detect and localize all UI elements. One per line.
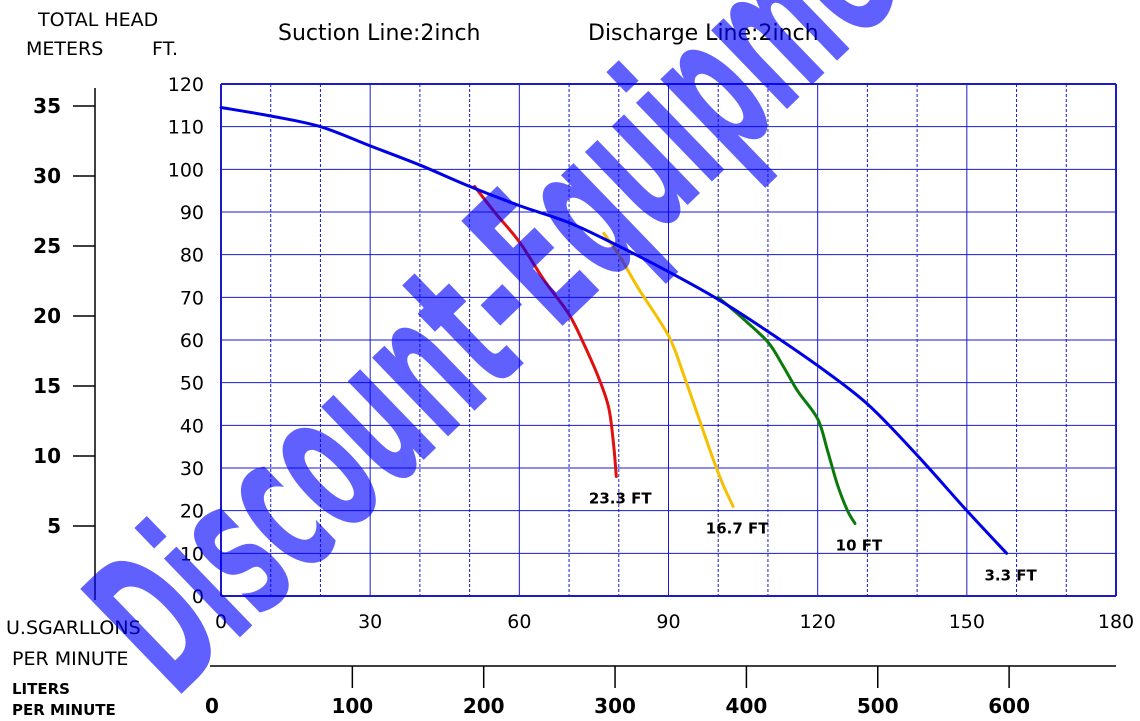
gpm-unit-label-line1: U.SGARLLONS (6, 617, 141, 639)
liters-tick-label: 0 (205, 694, 219, 718)
curve-23-3-ft-ft (473, 184, 618, 479)
gpm-axis-ticks: 0 30 60 90 120 150 180 (215, 611, 1134, 633)
liters-tick-label: 100 (331, 694, 373, 718)
curve-end-label: 3.3 FT (984, 566, 1037, 584)
ft-tick-label: 50 (180, 373, 204, 395)
curve-3-3-ft-ft (219, 105, 1009, 555)
curve-16-7-ft-ft (602, 231, 735, 508)
suction-line-label: Suction Line:2inch (278, 21, 481, 46)
lpm-unit-label-line1: LITERS (12, 680, 70, 698)
meters-tick-label: 10 (33, 444, 61, 468)
gpm-tick-label: 0 (215, 611, 227, 633)
curve-10-ft-ft (716, 295, 857, 525)
curve-labels: 3.3 FT 23.3 FT 16.7 FT 10 FT (589, 490, 1038, 585)
meters-axis: 5 10 15 20 25 30 35 (33, 94, 95, 538)
meters-tick-label: 20 (33, 304, 61, 328)
total-head-label: TOTAL HEAD (37, 9, 158, 31)
ft-tick-label: 70 (180, 287, 204, 309)
curves (219, 105, 1009, 555)
gpm-unit-label-line2: PER MINUTE (12, 648, 128, 670)
gpm-tick-label: 120 (800, 611, 836, 633)
gpm-tick-label: 150 (949, 611, 985, 633)
curve-end-label: 10 FT (836, 536, 883, 554)
discharge-line-label: Discharge Line:2inch (588, 21, 819, 46)
ft-tick-label: 80 (180, 245, 204, 267)
liters-tick-label: 300 (594, 694, 636, 718)
ft-tick-label: 110 (168, 117, 204, 139)
liters-tick-label: 500 (857, 694, 899, 718)
curve-end-label: 16.7 FT (706, 519, 769, 537)
ft-tick-label: 60 (180, 330, 204, 352)
ft-axis-ticks: 0 10 20 30 40 50 60 70 80 90 100 110 120 (168, 74, 204, 608)
liters-tick-label: 400 (726, 694, 768, 718)
meters-tick-label: 30 (33, 164, 61, 188)
gpm-tick-label: 30 (358, 611, 382, 633)
ft-tick-label: 20 (180, 501, 204, 523)
meters-tick-label: 15 (33, 374, 61, 398)
grid (220, 83, 1117, 597)
ft-tick-label: 10 (180, 543, 204, 565)
meters-label: METERS (26, 38, 103, 60)
ft-tick-label: 120 (168, 74, 204, 96)
ft-tick-label: 40 (180, 415, 204, 437)
gpm-tick-label: 180 (1098, 611, 1134, 633)
ft-unit-label: FT. (152, 38, 178, 60)
lpm-unit-label-line2: PER MINUTE (12, 701, 116, 719)
gpm-tick-label: 60 (507, 611, 531, 633)
watermark: Discount-Equipment (46, 0, 1021, 721)
watermark-text: Discount-Equipment (46, 0, 1021, 721)
ft-tick-label: 90 (180, 202, 204, 224)
liters-tick-label: 600 (988, 694, 1030, 718)
liters-axis: 0 100 200 300 400 500 600 (205, 666, 1030, 718)
curve-end-label: 23.3 FT (589, 490, 652, 508)
meters-tick-label: 35 (33, 94, 61, 118)
gpm-tick-label: 90 (656, 611, 680, 633)
ft-tick-label: 30 (180, 458, 204, 480)
liters-tick-label: 200 (463, 694, 505, 718)
meters-tick-label: 25 (33, 234, 61, 258)
ft-tick-label: 100 (168, 159, 204, 181)
ft-tick-label: 0 (192, 586, 204, 608)
meters-tick-label: 5 (47, 514, 61, 538)
